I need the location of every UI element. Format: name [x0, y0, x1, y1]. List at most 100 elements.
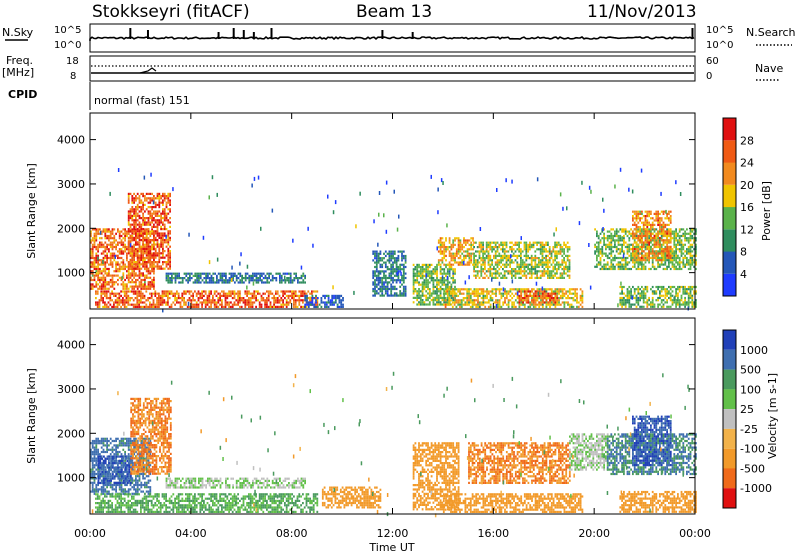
data-cell [457, 263, 460, 266]
data-cell [639, 234, 641, 237]
data-cell [158, 265, 161, 268]
data-cell [151, 192, 153, 195]
data-cell [516, 297, 519, 300]
data-cell [505, 292, 508, 295]
data-cell [459, 239, 462, 242]
data-cell [594, 265, 596, 268]
data-cell [632, 215, 634, 218]
data-cell [534, 265, 537, 268]
data-cell [192, 305, 194, 308]
data-cell [505, 261, 508, 264]
data-cell [141, 301, 144, 304]
data-cell [374, 285, 376, 288]
data-cell [213, 299, 216, 302]
data-cell [680, 261, 683, 264]
data-cell [165, 214, 168, 217]
data-cell [576, 297, 578, 300]
data-cell [610, 267, 613, 271]
data-cell [131, 274, 134, 277]
data-cell [136, 278, 139, 282]
data-cell [100, 259, 103, 262]
data-cell [441, 303, 444, 306]
data-cell [495, 299, 497, 302]
data-cell [563, 276, 565, 279]
data-cell [109, 259, 112, 262]
data-cell [461, 243, 464, 246]
data-cell [486, 297, 488, 300]
data-cell [671, 230, 674, 233]
data-cell [261, 272, 263, 275]
data-cell [436, 279, 438, 282]
data-cell [563, 252, 565, 255]
data-cell [267, 297, 270, 300]
data-cell [651, 250, 654, 253]
data-cell [455, 305, 458, 308]
data-cell [635, 237, 638, 240]
data-cell [90, 234, 92, 238]
data-cell [174, 272, 177, 275]
data-cell [552, 270, 555, 273]
data-cell [136, 256, 139, 259]
data-cell [482, 243, 484, 246]
data-cell [230, 301, 232, 304]
data-cell [642, 265, 645, 268]
data-cell [511, 305, 514, 308]
data-cell [534, 305, 537, 308]
data-cell [547, 250, 549, 253]
data-cell [167, 234, 170, 237]
data-cell [550, 250, 553, 253]
data-cell [416, 292, 419, 295]
data-cell [621, 230, 623, 233]
data-cell [457, 241, 460, 244]
data-cell [395, 268, 398, 271]
data-cell [518, 243, 520, 246]
data-cell [156, 203, 159, 206]
data-cell [397, 270, 400, 273]
data-cell [252, 272, 254, 275]
data-cell [124, 234, 126, 238]
data-cell [455, 301, 458, 304]
data-cell [102, 274, 105, 277]
data-cell [277, 272, 279, 275]
data-cell [565, 263, 567, 266]
data-cell [439, 290, 442, 293]
data-cell [144, 243, 146, 246]
data-cell [340, 299, 343, 302]
data-cell [641, 230, 643, 233]
data-cell [384, 265, 387, 269]
data-cell [464, 288, 467, 291]
data-cell [514, 305, 517, 308]
data-cell [554, 257, 556, 260]
data-cell [151, 206, 153, 209]
data-cell [642, 263, 645, 266]
data-cell [487, 241, 490, 244]
data-cell [516, 294, 519, 297]
data-cell [149, 292, 151, 295]
data-cell [536, 294, 539, 297]
data-cell [147, 247, 150, 250]
data-cell [476, 250, 479, 253]
data-cell [570, 288, 573, 291]
data-cell [689, 245, 692, 249]
data-cell [482, 250, 484, 253]
data-cell [136, 230, 139, 233]
data-cell [457, 294, 460, 297]
data-cell [97, 272, 99, 275]
data-cell [475, 263, 477, 266]
data-cell [165, 197, 168, 200]
data-cell [425, 283, 428, 286]
data-cell [468, 303, 470, 306]
data-cell [448, 270, 451, 273]
data-cell [545, 272, 547, 275]
data-cell [446, 299, 449, 302]
data-cell [397, 276, 400, 280]
data-cell [498, 261, 501, 264]
data-cell [428, 294, 431, 297]
data-cell [379, 265, 382, 269]
data-cell [608, 248, 611, 251]
data-cell [316, 303, 319, 306]
data-cell [439, 281, 442, 284]
data-cell [412, 270, 415, 273]
data-cell [421, 288, 424, 291]
data-cell [102, 290, 104, 293]
